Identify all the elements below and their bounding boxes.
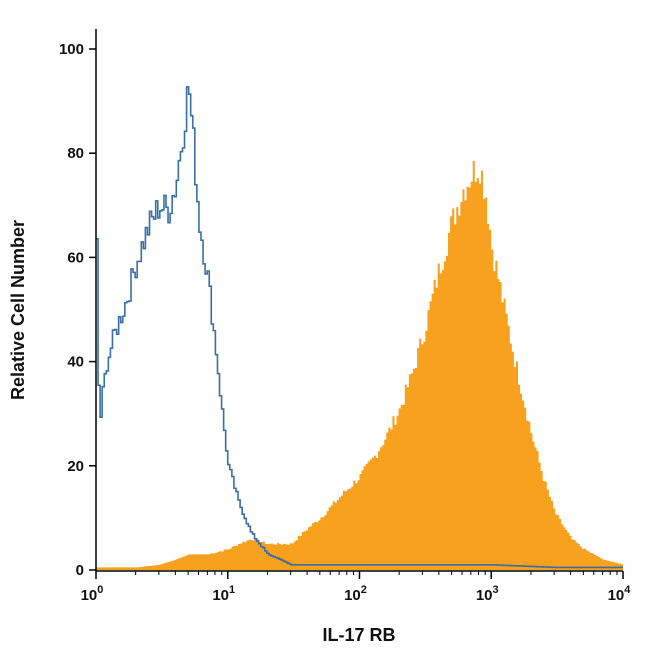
x-tick-label: 104	[608, 584, 632, 604]
y-tick-label: 100	[59, 41, 84, 58]
x-tick-label: 103	[476, 584, 499, 604]
y-tick-label: 20	[67, 458, 84, 475]
y-tick-label: 40	[67, 354, 84, 371]
x-axis-ticks: 100 101 102 103 104	[81, 571, 632, 604]
series-outline-histogram	[96, 86, 623, 569]
x-axis-title: IL-17 RB	[322, 625, 395, 645]
x-tick-label: 102	[344, 584, 367, 604]
x-tick-label: 100	[81, 584, 104, 604]
y-tick-label: 0	[76, 562, 84, 579]
y-axis-ticks: 0 20 40 60 80 100	[59, 41, 96, 579]
series-layer	[96, 86, 623, 570]
y-tick-label: 60	[67, 249, 84, 266]
x-tick-label: 101	[212, 584, 235, 604]
y-tick-label: 80	[67, 145, 84, 162]
series-filled-histogram	[96, 161, 623, 570]
y-axis-title: Relative Cell Number	[8, 220, 28, 400]
